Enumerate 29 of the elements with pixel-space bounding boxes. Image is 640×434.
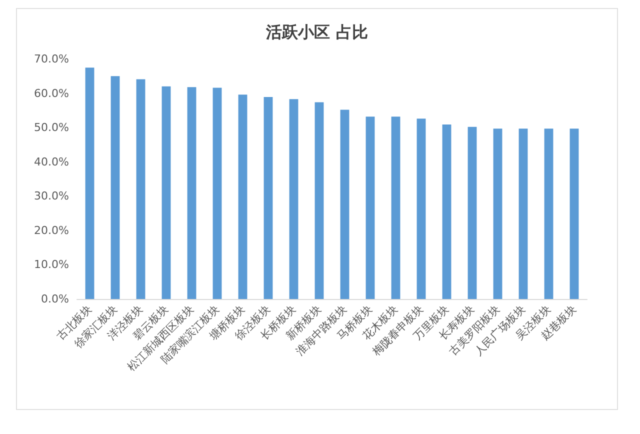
bar bbox=[162, 86, 171, 299]
y-tick-label: 50.0% bbox=[34, 121, 69, 134]
y-tick-label: 20.0% bbox=[34, 224, 69, 237]
bar bbox=[187, 87, 196, 299]
y-tick-label: 70.0% bbox=[34, 52, 69, 66]
bar bbox=[391, 116, 400, 299]
bar bbox=[289, 99, 298, 299]
bar bbox=[136, 79, 146, 299]
bar bbox=[85, 68, 94, 299]
bar bbox=[110, 76, 120, 299]
bar bbox=[238, 94, 248, 299]
y-tick-label: 10.0% bbox=[34, 258, 69, 272]
bar bbox=[212, 88, 222, 299]
bar bbox=[570, 128, 579, 299]
bar bbox=[340, 110, 350, 299]
y-tick-label: 60.0% bbox=[34, 86, 69, 100]
bar bbox=[493, 128, 502, 299]
bar bbox=[544, 128, 554, 299]
bar bbox=[314, 102, 324, 299]
y-tick-label: 40.0% bbox=[34, 155, 69, 168]
bar bbox=[468, 126, 477, 299]
bar bbox=[416, 118, 426, 299]
chart-title: 活跃小区 占比 bbox=[265, 22, 368, 42]
bar bbox=[518, 128, 528, 299]
bar bbox=[442, 124, 452, 299]
bar bbox=[264, 97, 273, 299]
y-tick-label: 0.0% bbox=[41, 292, 69, 306]
y-tick-label: 30.0% bbox=[34, 190, 69, 203]
bar bbox=[366, 116, 375, 299]
